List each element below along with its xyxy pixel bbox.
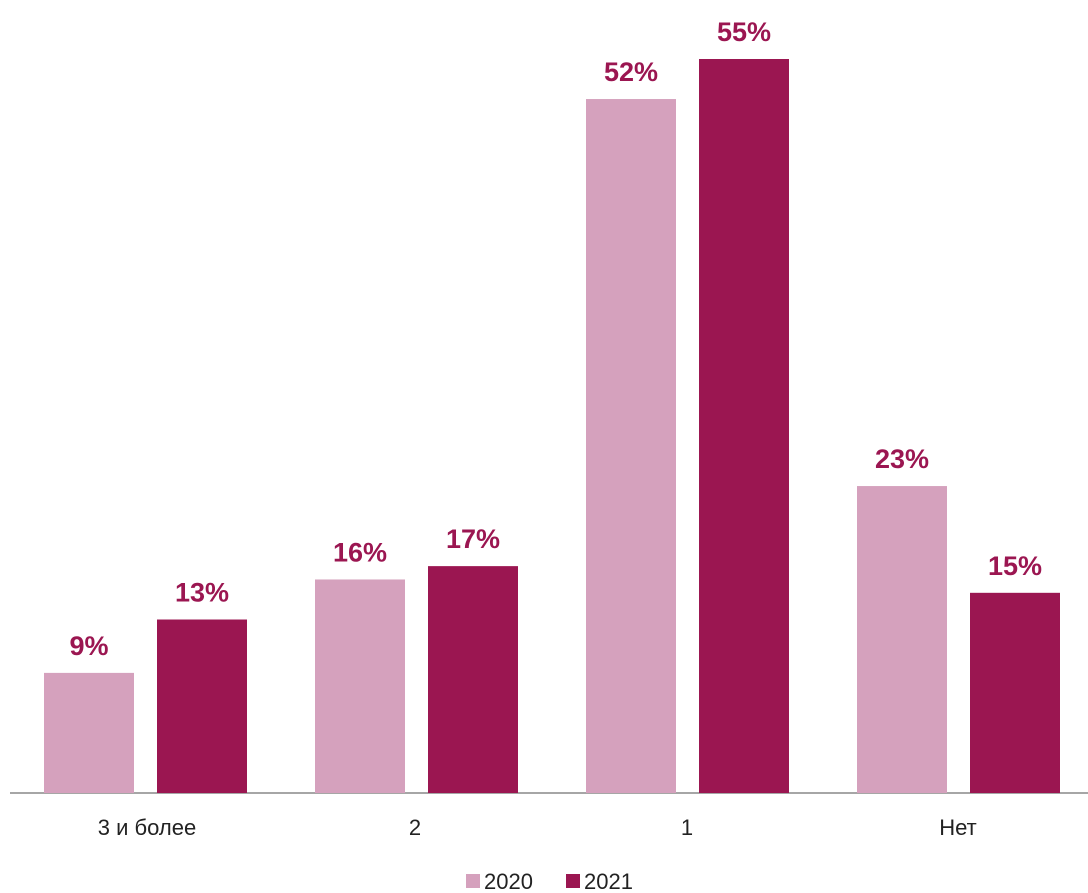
value-label-2021-0: 13%: [175, 578, 229, 608]
category-label-0: 3 и более: [98, 815, 196, 840]
legend-label-2020: 2020: [484, 869, 533, 893]
value-label-2021-2: 55%: [717, 17, 771, 47]
value-label-2021-1: 17%: [446, 524, 500, 554]
legend-swatch-2021: [566, 874, 580, 888]
value-labels-group: 9% 13% 16% 17% 52% 55% 23% 15%: [69, 17, 1042, 661]
value-label-2020-2: 52%: [604, 57, 658, 87]
bar-2021-3: [970, 592, 1060, 793]
value-label-2020-3: 23%: [875, 444, 929, 474]
bar-2021-1: [428, 566, 518, 793]
value-label-2020-0: 9%: [69, 631, 108, 661]
bar-2020-2: [586, 99, 676, 793]
bar-2020-3: [857, 486, 947, 793]
category-label-1: 2: [409, 815, 421, 840]
bars-group: [44, 59, 1060, 793]
category-label-3: Нет: [939, 815, 976, 840]
legend-label-2021: 2021: [584, 869, 633, 893]
category-label-2: 1: [681, 815, 693, 840]
legend-swatch-2020: [466, 874, 480, 888]
bar-2020-1: [315, 579, 405, 793]
value-label-2020-1: 16%: [333, 537, 387, 567]
bar-2021-0: [157, 619, 247, 793]
category-labels-group: 3 и более 2 1 Нет: [98, 815, 977, 840]
bar-2020-0: [44, 672, 134, 793]
value-label-2021-3: 15%: [988, 551, 1042, 581]
legend: 2020 2021: [466, 869, 633, 893]
bar-2021-2: [699, 59, 789, 793]
